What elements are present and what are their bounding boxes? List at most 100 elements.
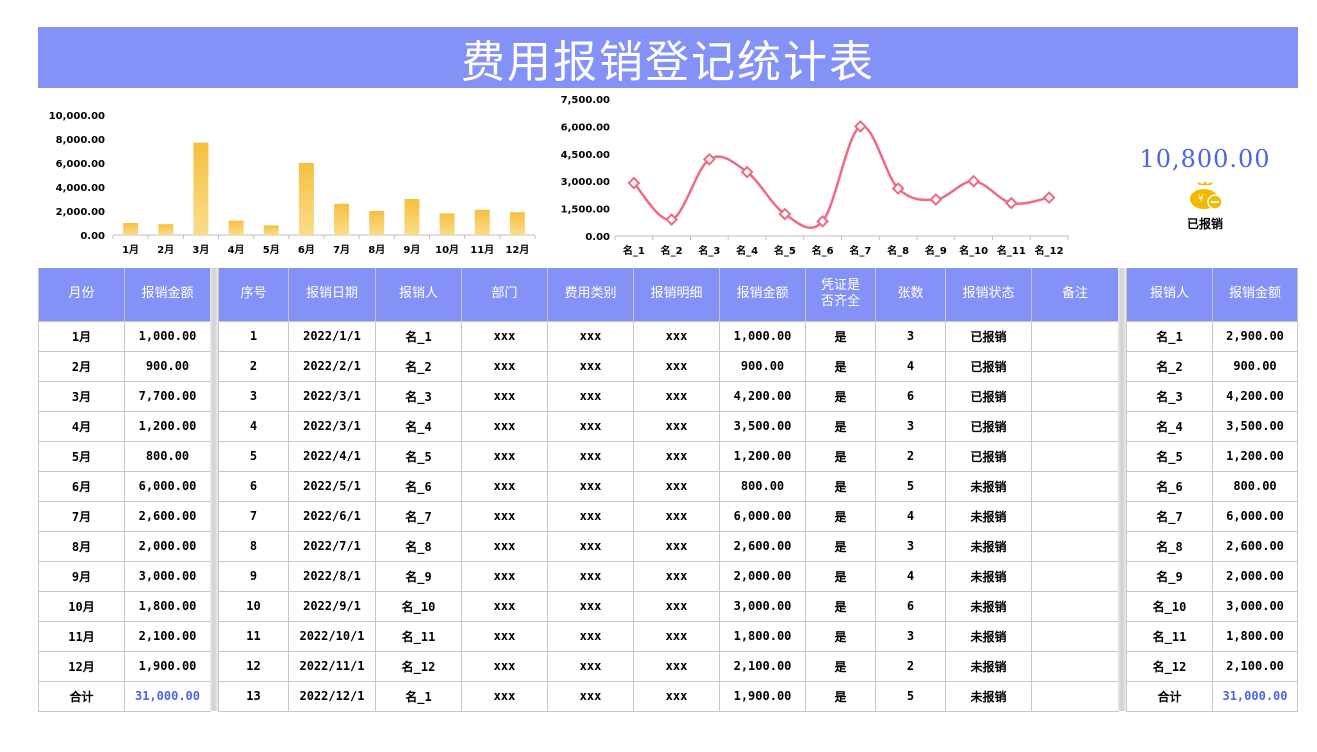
table-cell[interactable]: 未报销 — [945, 500, 1032, 532]
table-cell[interactable]: 名_2 — [1126, 350, 1213, 382]
table-cell[interactable]: 1,200.00 — [124, 410, 211, 442]
table-cell[interactable]: 9 — [218, 560, 289, 592]
table-cell[interactable]: 名_7 — [1126, 500, 1213, 532]
table-cell[interactable]: 6,000.00 — [124, 470, 211, 502]
table-cell[interactable]: xxx — [633, 680, 720, 712]
table-cell[interactable]: 2022/1/1 — [288, 320, 376, 352]
table-cell[interactable]: 3 — [875, 320, 946, 352]
table-cell[interactable] — [1031, 650, 1119, 682]
table-cell[interactable]: 4 — [875, 350, 946, 382]
table-cell[interactable]: xxx — [461, 530, 548, 562]
table-cell[interactable]: 2,000.00 — [719, 560, 806, 592]
table-cell[interactable]: 8 — [218, 530, 289, 562]
table-cell[interactable]: xxx — [547, 650, 634, 682]
table-cell[interactable]: 2022/10/1 — [288, 620, 376, 652]
table-cell[interactable]: xxx — [461, 350, 548, 382]
table-cell[interactable] — [1031, 500, 1119, 532]
table-cell[interactable]: 9月 — [38, 560, 125, 592]
table-cell[interactable]: 是 — [805, 620, 876, 652]
table-cell[interactable]: 900.00 — [1212, 350, 1298, 382]
table-cell[interactable]: 2,000.00 — [124, 530, 211, 562]
table-cell[interactable]: 2022/11/1 — [288, 650, 376, 682]
table-cell[interactable]: 900.00 — [719, 350, 806, 382]
table-cell[interactable]: xxx — [547, 620, 634, 652]
table-cell[interactable]: 3 — [218, 380, 289, 412]
table-cell[interactable]: 2022/9/1 — [288, 590, 376, 622]
table-cell[interactable]: 2022/7/1 — [288, 530, 376, 562]
table-cell[interactable]: 已报销 — [945, 410, 1032, 442]
table-cell[interactable]: 名_4 — [1126, 410, 1213, 442]
table-cell[interactable]: xxx — [547, 440, 634, 472]
table-cell[interactable]: 是 — [805, 470, 876, 502]
table-cell[interactable]: 1,000.00 — [124, 320, 211, 352]
table-cell[interactable]: 800.00 — [719, 470, 806, 502]
table-cell[interactable]: 6月 — [38, 470, 125, 502]
table-cell[interactable]: xxx — [547, 500, 634, 532]
table-cell[interactable]: 4,200.00 — [1212, 380, 1298, 412]
table-cell[interactable]: 1 — [218, 320, 289, 352]
table-cell[interactable]: 2,100.00 — [719, 650, 806, 682]
table-cell[interactable]: 3,500.00 — [1212, 410, 1298, 442]
table-cell[interactable]: 是 — [805, 500, 876, 532]
table-cell[interactable]: 2022/3/1 — [288, 410, 376, 442]
table-cell[interactable]: 未报销 — [945, 590, 1032, 622]
table-cell[interactable]: 是 — [805, 530, 876, 562]
table-cell[interactable]: 2月 — [38, 350, 125, 382]
table-cell[interactable]: 7月 — [38, 500, 125, 532]
table-cell[interactable] — [1031, 560, 1119, 592]
table-cell[interactable]: 6 — [218, 470, 289, 502]
table-cell[interactable]: 是 — [805, 440, 876, 472]
table-cell[interactable]: xxx — [633, 380, 720, 412]
table-cell[interactable]: 名_1 — [1126, 320, 1213, 352]
table-cell[interactable]: 3 — [875, 620, 946, 652]
table-cell[interactable]: 2,600.00 — [124, 500, 211, 532]
table-cell[interactable]: xxx — [633, 620, 720, 652]
table-cell[interactable]: xxx — [633, 320, 720, 352]
table-cell[interactable]: 13 — [218, 680, 289, 712]
table-cell[interactable]: 名_7 — [375, 500, 462, 532]
table-cell[interactable]: xxx — [633, 590, 720, 622]
table-cell[interactable]: 1,800.00 — [124, 590, 211, 622]
table-cell[interactable]: 11月 — [38, 620, 125, 652]
table-cell[interactable]: 2022/4/1 — [288, 440, 376, 472]
table-cell[interactable]: 1,200.00 — [1212, 440, 1298, 472]
table-cell[interactable]: 名_11 — [375, 620, 462, 652]
table-cell[interactable]: 名_6 — [375, 470, 462, 502]
table-cell[interactable]: 是 — [805, 410, 876, 442]
table-cell[interactable]: xxx — [633, 440, 720, 472]
table-cell[interactable]: 名_12 — [1126, 650, 1213, 682]
table-cell[interactable] — [1031, 530, 1119, 562]
table-cell[interactable]: 1,800.00 — [719, 620, 806, 652]
table-cell[interactable]: xxx — [547, 410, 634, 442]
table-cell[interactable]: 是 — [805, 320, 876, 352]
table-cell[interactable]: 4 — [875, 500, 946, 532]
table-cell[interactable]: xxx — [547, 560, 634, 592]
table-cell[interactable] — [1031, 380, 1119, 412]
table-cell[interactable]: 4 — [875, 560, 946, 592]
table-cell[interactable]: 900.00 — [124, 350, 211, 382]
table-cell[interactable]: 4 — [218, 410, 289, 442]
table-cell[interactable]: 11 — [218, 620, 289, 652]
table-cell[interactable] — [1031, 440, 1119, 472]
table-cell[interactable]: 2 — [875, 650, 946, 682]
table-cell[interactable]: 名_6 — [1126, 470, 1213, 502]
table-cell[interactable]: 7 — [218, 500, 289, 532]
table-cell[interactable]: xxx — [461, 470, 548, 502]
table-cell[interactable]: xxx — [633, 650, 720, 682]
table-cell[interactable]: 已报销 — [945, 440, 1032, 472]
table-cell[interactable] — [1031, 410, 1119, 442]
table-cell[interactable]: 是 — [805, 650, 876, 682]
table-cell[interactable]: 2022/8/1 — [288, 560, 376, 592]
table-cell[interactable]: 名_4 — [375, 410, 462, 442]
table-cell[interactable]: 4月 — [38, 410, 125, 442]
table-cell[interactable]: 已报销 — [945, 380, 1032, 412]
table-cell[interactable]: 名_12 — [375, 650, 462, 682]
table-cell[interactable]: 5 — [875, 680, 946, 712]
table-cell[interactable]: 名_8 — [1126, 530, 1213, 562]
table-cell[interactable]: 已报销 — [945, 320, 1032, 352]
table-cell[interactable] — [1031, 590, 1119, 622]
table-cell[interactable]: xxx — [461, 590, 548, 622]
table-cell[interactable] — [1031, 620, 1119, 652]
table-cell[interactable]: xxx — [461, 410, 548, 442]
table-cell[interactable]: 未报销 — [945, 650, 1032, 682]
